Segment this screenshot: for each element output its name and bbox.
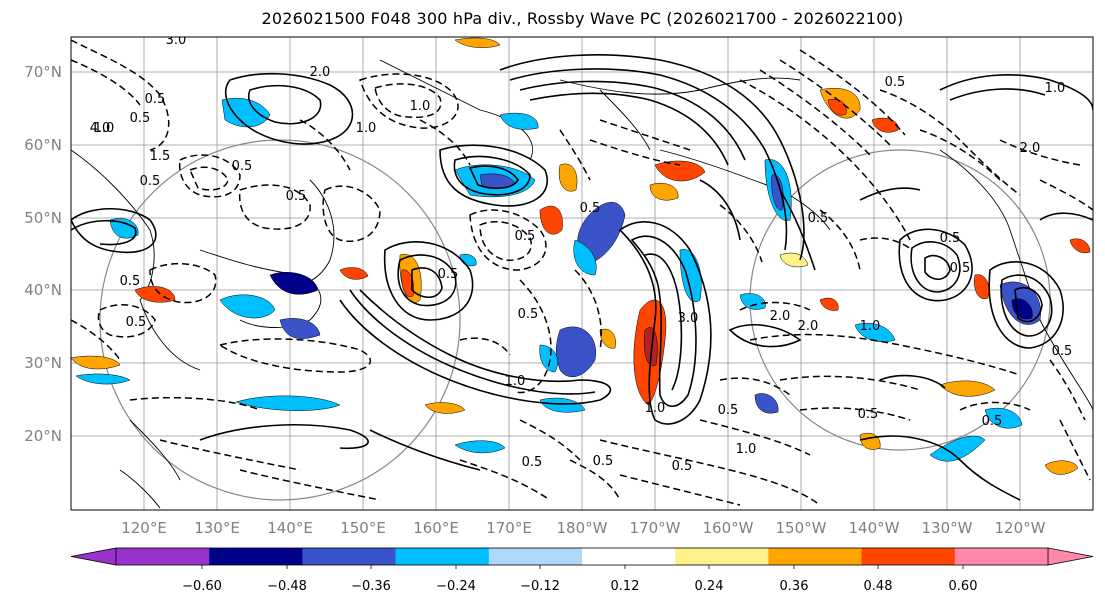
colorbar-label: 0.12 xyxy=(611,579,640,594)
contour-label: 0.5 xyxy=(286,189,307,204)
contour-label: 1.0 xyxy=(356,121,377,136)
contour-label: 0.5 xyxy=(940,231,961,246)
contour-label: 0.5 xyxy=(1052,344,1073,359)
colorbar-bin xyxy=(488,548,583,565)
contour-label: 2.0 xyxy=(798,319,819,334)
colorbar-frame xyxy=(115,547,1049,566)
lat-tick-label: 30°N xyxy=(24,354,62,372)
contour-label: 1.0 xyxy=(505,374,526,389)
lon-tick-label: 160°E xyxy=(413,519,459,537)
map-frame xyxy=(70,36,1094,511)
colorbar-bin xyxy=(954,548,1049,565)
lon-tick-label: 130°W xyxy=(922,519,973,537)
lat-tick-label: 20°N xyxy=(24,427,62,445)
colorbar-label: −0.24 xyxy=(436,579,476,594)
lat-tick-label: 40°N xyxy=(24,281,62,299)
latitude-tick-labels: 70°N 60°N 50°N 40°N 30°N 20°N xyxy=(24,63,62,445)
contour-label: 4.0 xyxy=(90,121,111,136)
chart-title: 2026021500 F048 300 hPa div., Rossby Wav… xyxy=(261,9,904,28)
contour-label: 0.5 xyxy=(672,459,693,474)
lat-tick-label: 60°N xyxy=(24,136,62,154)
longitude-tick-labels: 120°E 130°E 140°E 150°E 160°E 170°E 180°W 170°W… xyxy=(121,519,1045,537)
lon-tick-label: 150°W xyxy=(776,519,827,537)
contour-label: 1.0 xyxy=(1045,81,1066,96)
contour-label: 0.5 xyxy=(950,261,971,276)
colorbar: −0.60 −0.48 −0.36 −0.24 −0.12 0.12 0.24 0.36 0.4… xyxy=(70,547,1094,594)
lat-tick-label: 70°N xyxy=(24,63,62,81)
contour-label: 0.5 xyxy=(130,111,151,126)
lon-tick-label: 180°W xyxy=(557,519,608,537)
contour-label: 0.5 xyxy=(858,407,879,422)
graticule xyxy=(71,37,1093,510)
contour-label: 0.5 xyxy=(808,211,829,226)
contour-label: 2.0 xyxy=(1020,141,1041,156)
lon-tick-label: 120°E xyxy=(121,519,167,537)
contour-label: 1.0 xyxy=(410,99,431,114)
colorbar-extend-high xyxy=(1047,547,1094,566)
colorbar-label: −0.12 xyxy=(520,579,560,594)
lon-tick-label: 130°E xyxy=(194,519,240,537)
contour-label: 3.0 xyxy=(166,33,187,48)
contour-label: 0.5 xyxy=(145,92,166,107)
contour-label: 0.5 xyxy=(718,403,739,418)
colorbar-label: 0.48 xyxy=(864,579,893,594)
contour-label: 0.5 xyxy=(885,75,906,90)
lon-tick-label: 160°W xyxy=(703,519,754,537)
contour-label: 1.0 xyxy=(94,121,115,136)
contour-label: 2.0 xyxy=(770,309,791,324)
contour-label: 0.5 xyxy=(140,174,161,189)
lon-tick-label: 140°E xyxy=(267,519,313,537)
colorbar-label: 0.24 xyxy=(695,579,724,594)
contour-label: 0.5 xyxy=(522,455,543,470)
contour-label: 0.5 xyxy=(126,315,147,330)
colorbar-extend-low xyxy=(70,547,117,566)
contour-label: 0.5 xyxy=(580,201,601,216)
contour-label: 0.5 xyxy=(120,274,141,289)
dashed-contours xyxy=(71,39,1093,506)
contour-label: 3.0 xyxy=(678,311,699,326)
contour-labels: 3.00.50.51.00.52.01.04.01.50.50.50.50.51… xyxy=(90,33,1073,474)
contour-label: 0.5 xyxy=(232,159,253,174)
colorbar-bin xyxy=(675,548,769,565)
contour-label: 1.0 xyxy=(860,319,881,334)
divergence-shading xyxy=(71,37,1091,475)
colorbar-bin xyxy=(395,548,490,565)
lon-tick-label: 170°W xyxy=(630,519,681,537)
colorbar-bin xyxy=(116,548,210,565)
colorbar-label: −0.36 xyxy=(351,579,391,594)
lon-tick-label: 120°W xyxy=(995,519,1046,537)
lon-tick-label: 150°E xyxy=(340,519,386,537)
map-plot-area: 3.00.50.51.00.52.01.04.01.50.50.50.50.51… xyxy=(70,33,1094,511)
contour-label: 1.5 xyxy=(150,149,171,164)
contour-label: 2.0 xyxy=(310,65,331,80)
colorbar-bin xyxy=(302,548,396,565)
contour-label: 0.5 xyxy=(518,307,539,322)
solid-contours xyxy=(71,54,1093,501)
colorbar-label: 0.36 xyxy=(780,579,809,594)
colorbar-bin xyxy=(861,548,956,565)
colorbar-bin xyxy=(768,548,862,565)
contour-label: 1.0 xyxy=(645,401,666,416)
colorbar-label: −0.48 xyxy=(267,579,307,594)
lon-tick-label: 140°W xyxy=(849,519,900,537)
contour-label: 0.5 xyxy=(438,267,459,282)
lat-tick-label: 50°N xyxy=(24,209,62,227)
colorbar-bin xyxy=(582,548,676,565)
contour-label: 0.5 xyxy=(515,229,536,244)
contour-label: 0.5 xyxy=(982,414,1003,429)
colorbar-label: −0.60 xyxy=(182,579,222,594)
contour-label: 1.0 xyxy=(736,442,757,457)
colorbar-label: 0.60 xyxy=(949,579,978,594)
lon-tick-label: 170°E xyxy=(486,519,532,537)
contour-label: 0.5 xyxy=(593,454,614,469)
colorbar-bin xyxy=(209,548,303,565)
